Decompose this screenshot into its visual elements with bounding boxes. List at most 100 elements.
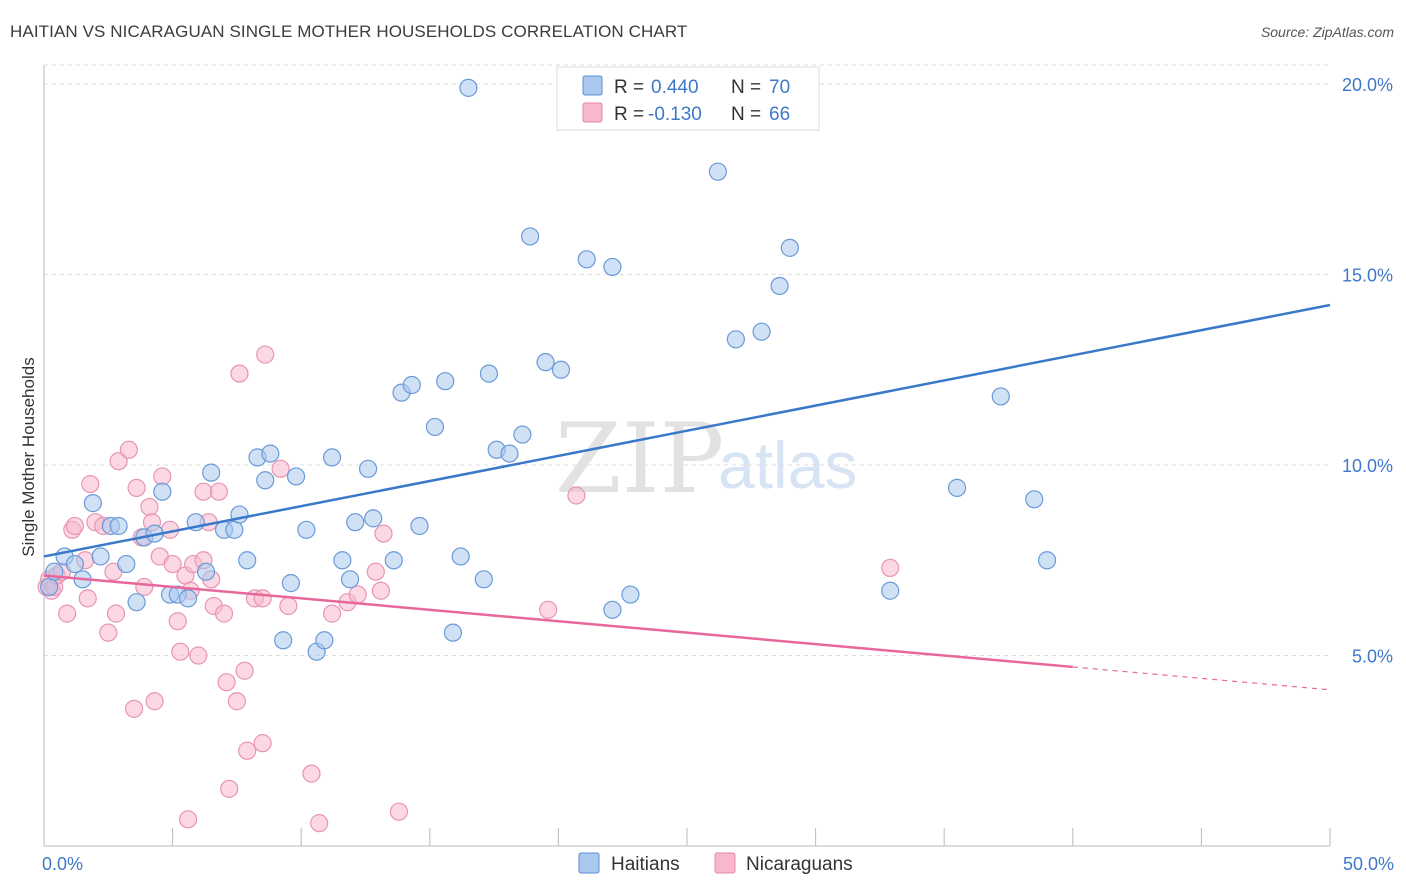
haitian-point	[521, 227, 540, 246]
haitian-point	[708, 162, 727, 181]
y-tick-label: 15.0%	[1342, 266, 1393, 286]
haitian-point	[474, 570, 493, 589]
haitian-point	[286, 467, 306, 486]
nicaraguan-point	[348, 585, 367, 604]
nicaraguan-point	[178, 810, 198, 829]
source-credit: Source: ZipAtlas.com	[1260, 24, 1394, 40]
series-legend: Haitians Nicaraguans	[578, 852, 853, 875]
haitian-point	[384, 551, 403, 570]
y-tick-label: 10.0%	[1342, 456, 1393, 476]
haitian-point	[202, 463, 221, 482]
correlation-legend: R = 0.440 N = 70 R = -0.130 N = 66	[556, 66, 820, 131]
watermark: ZIP atlas	[555, 403, 857, 515]
haitian-point	[402, 375, 421, 395]
legend-swatch-nicaraguans	[714, 852, 736, 874]
nicaraguan-point	[189, 646, 208, 665]
haitian-point	[322, 448, 342, 467]
nicaraguan-point	[271, 459, 290, 478]
axes	[43, 65, 1331, 847]
haitian-point	[410, 516, 429, 536]
legend-n-label: N =	[731, 104, 761, 125]
nicaraguan-point	[253, 734, 272, 753]
chart-title: HAITIAN VS NICARAGUAN SINGLE MOTHER HOUS…	[10, 22, 688, 41]
legend-n-value: 70	[769, 77, 790, 98]
legend-r-label: R =	[614, 77, 644, 98]
haitian-point	[459, 78, 478, 97]
haitian-point	[621, 585, 640, 604]
nicaraguan-point	[539, 600, 558, 619]
haitian-point	[315, 631, 334, 650]
haitian-point	[178, 589, 198, 608]
nicaraguan-point	[99, 623, 118, 642]
nicaraguan-point	[374, 524, 393, 543]
haitian-point	[752, 322, 771, 341]
haitian-point	[726, 330, 745, 349]
haitian-point	[780, 238, 799, 257]
haitian-point	[443, 623, 463, 642]
haitian-point	[333, 551, 352, 570]
haitian-point	[551, 360, 571, 379]
nicaraguan-point	[256, 345, 275, 364]
nicaraguan-point	[127, 478, 146, 497]
nicaraguan-point	[253, 589, 272, 608]
nicaraguan-point	[124, 699, 144, 718]
nicaraguan-point	[279, 596, 298, 616]
legend-r-value: 0.440	[651, 77, 699, 98]
nicaraguan-point	[81, 474, 100, 494]
haitian-point	[364, 509, 383, 528]
haitian-point	[83, 494, 102, 513]
nicaraguans-trend-line	[43, 574, 1073, 669]
haitian-point	[346, 513, 365, 532]
nicaraguan-point	[135, 577, 154, 597]
haitian-point	[451, 547, 470, 566]
haitian-point	[65, 554, 84, 574]
haitian-point	[358, 459, 378, 478]
haitians-trend-line	[43, 303, 1331, 558]
legend-swatch-haitians	[578, 852, 600, 874]
haitian-point	[603, 257, 622, 277]
haitian-point	[947, 478, 967, 497]
haitian-point	[40, 577, 59, 597]
haitian-point	[425, 417, 445, 437]
haitian-point	[603, 600, 622, 619]
haitian-point	[225, 520, 244, 539]
y-tick-label: 20.0%	[1342, 75, 1393, 95]
trend-lines	[43, 303, 1331, 691]
haitian-point	[127, 593, 146, 612]
haitian-point	[479, 364, 499, 383]
legend-r-label: R =	[614, 104, 644, 125]
nicaraguan-point	[145, 692, 164, 711]
legend-label-haitians: Haitians	[611, 854, 680, 875]
haitian-point	[500, 444, 519, 463]
nicaraguan-point	[366, 562, 385, 581]
nicaraguan-point	[389, 802, 409, 821]
y-tick-label: 5.0%	[1352, 647, 1393, 667]
nicaraguan-point	[238, 741, 257, 760]
nicaraguan-point	[881, 558, 900, 577]
legend-label-nicaraguans: Nicaraguans	[746, 854, 853, 875]
haitian-point	[196, 562, 216, 581]
nicaraguan-point	[65, 516, 84, 536]
legend-n-value: 66	[769, 104, 790, 125]
haitian-point	[91, 547, 110, 566]
nicaraguan-point	[168, 612, 187, 631]
nicaraguan-point	[235, 661, 254, 680]
nicaraguan-point	[567, 486, 586, 505]
nicaraguan-point	[371, 581, 391, 600]
nicaraguan-point	[214, 604, 234, 623]
nicaraguan-point	[217, 673, 236, 692]
haitian-point	[109, 516, 128, 536]
nicaraguan-point	[220, 779, 239, 798]
haitian-point	[281, 574, 301, 593]
nicaraguan-point	[227, 692, 246, 711]
nicaraguan-point	[109, 452, 128, 471]
haitian-point	[436, 372, 455, 391]
haitian-point	[256, 471, 275, 490]
legend-r-value: -0.130	[648, 104, 702, 125]
legend-swatch-haitians	[582, 75, 603, 96]
haitian-point	[513, 425, 532, 444]
haitian-point	[117, 554, 136, 574]
haitian-point	[991, 387, 1010, 406]
haitian-point	[577, 250, 596, 269]
